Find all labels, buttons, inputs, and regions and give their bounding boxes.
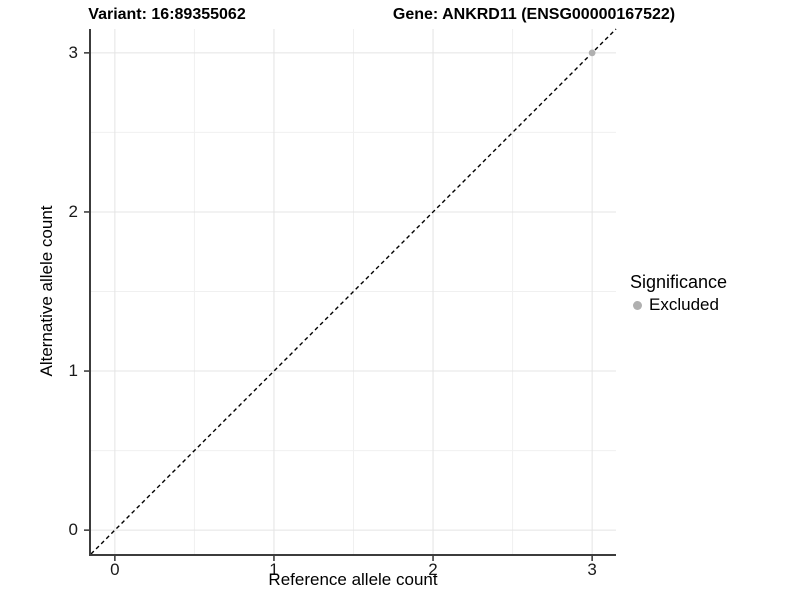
x-tick-label: 3 [587, 560, 597, 579]
legend-item: Excluded [630, 295, 727, 315]
x-tick-label: 1 [269, 560, 279, 579]
identity-line [90, 28, 617, 555]
x-tick-label: 0 [110, 560, 120, 579]
legend: Significance Excluded [630, 271, 727, 315]
variant-title: Variant: 16:89355062 [88, 6, 246, 23]
y-tick-label: 0 [68, 520, 78, 540]
legend-items: Excluded [630, 295, 727, 315]
y-tick-label: 3 [68, 42, 78, 62]
legend-item-label: Excluded [649, 295, 719, 314]
x-axis-title: Reference allele count [268, 570, 438, 589]
y-tick-label: 1 [68, 361, 78, 381]
gene-title: Gene: ANKRD11 (ENSG00000167522) [392, 6, 676, 23]
y-axis-title: Alternative allele count [37, 205, 56, 377]
legend-point-icon [633, 300, 642, 310]
legend-title: Significance [630, 272, 728, 292]
x-tick-label: 2 [428, 560, 438, 579]
data-point [588, 49, 596, 57]
y-tick-label: 2 [68, 201, 78, 221]
